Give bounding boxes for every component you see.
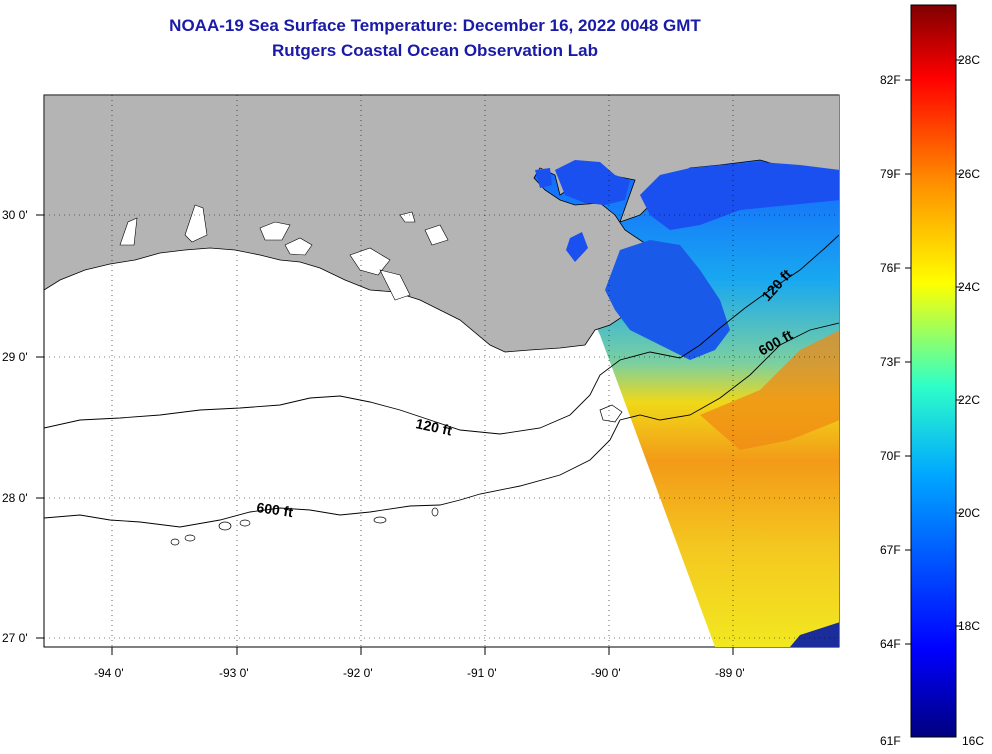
cbar-c-26: 26C xyxy=(958,167,980,181)
cbar-f-73: 73F xyxy=(880,355,901,369)
lon-label-92: -92 0' xyxy=(343,666,373,680)
lon-label-94: -94 0' xyxy=(94,666,124,680)
sst-delta xyxy=(605,240,730,360)
lon-label-91: -91 0' xyxy=(467,666,497,680)
sst-cold-patch xyxy=(790,622,839,647)
sst-warm-core xyxy=(700,330,839,450)
sst-map: 120 ft 600 ft 120 ft 600 ft -94 0' -93 0… xyxy=(2,94,840,680)
map-subtitle: Rutgers Coastal Ocean Observation Lab xyxy=(272,41,598,60)
map-title: NOAA-19 Sea Surface Temperature: Decembe… xyxy=(169,16,701,35)
cbar-c-16: 16C xyxy=(962,734,984,748)
lat-label-27: 27 0' xyxy=(2,631,28,645)
cbar-c-24: 24C xyxy=(958,280,980,294)
cbar-c-22: 22C xyxy=(958,393,980,407)
cbar-f-64: 64F xyxy=(880,637,901,651)
contour-600ft xyxy=(44,322,839,528)
colorbar-scale xyxy=(910,4,957,738)
cbar-f-76: 76F xyxy=(880,261,901,275)
axis-ticks xyxy=(36,214,734,655)
lat-label-28: 28 0' xyxy=(2,491,28,505)
lat-label-29: 29 0' xyxy=(2,350,28,364)
cbar-f-82: 82F xyxy=(880,73,901,87)
graticule xyxy=(44,95,839,647)
inland-water xyxy=(119,204,449,301)
shelf-features xyxy=(170,404,623,546)
lat-label-30: 30 0' xyxy=(2,208,28,222)
cbar-f-70: 70F xyxy=(880,449,901,463)
colorbar-ticks xyxy=(905,59,962,645)
cbar-c-28: 28C xyxy=(958,53,980,67)
lon-label-93: -93 0' xyxy=(219,666,249,680)
contour-label-120-west: 120 ft xyxy=(414,415,453,438)
cbar-f-67: 67F xyxy=(880,543,901,557)
lon-label-90: -90 0' xyxy=(591,666,621,680)
cbar-c-18: 18C xyxy=(958,619,980,633)
cbar-f-61: 61F xyxy=(880,734,901,748)
cbar-f-79: 79F xyxy=(880,167,901,181)
cbar-c-20: 20C xyxy=(958,506,980,520)
contour-label-600-west: 600 ft xyxy=(256,499,295,520)
lon-label-89: -89 0' xyxy=(715,666,745,680)
contour-120ft xyxy=(44,234,839,435)
sst-bays xyxy=(535,160,839,262)
